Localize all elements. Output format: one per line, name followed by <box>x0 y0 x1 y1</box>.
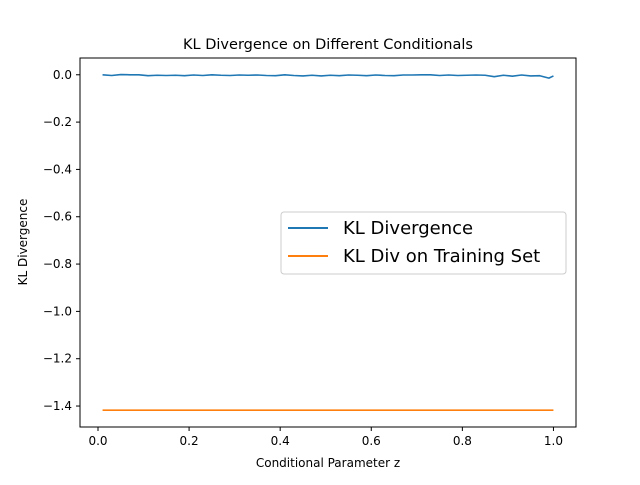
legend-frame <box>280 211 567 275</box>
plot-frame <box>79 57 577 428</box>
y-axis-label: KL Divergence <box>16 199 30 286</box>
y-tick-label: −1.0 <box>43 304 72 318</box>
chart-title: KL Divergence on Different Conditionals <box>183 37 473 53</box>
x-axis: 0.0 0.2 0.4 0.6 0.8 1.0 <box>88 427 563 448</box>
x-tick-label: 0.2 <box>180 434 199 448</box>
series-line-0 <box>102 73 554 79</box>
y-axis: 0.0 −0.2 −0.4 −0.6 −0.8 −1.0 −1.2 −1.4 <box>43 68 80 413</box>
y-tick-label: −1.2 <box>43 352 72 366</box>
x-tick-label: 0.0 <box>88 434 107 448</box>
y-tick-label: −1.4 <box>43 399 72 413</box>
x-tick-label: 0.8 <box>453 434 472 448</box>
x-tick-label: 0.6 <box>362 434 381 448</box>
x-tick-label: 0.4 <box>271 434 290 448</box>
legend: KL Divergence KL Div on Training Set <box>280 211 567 275</box>
legend-label-kl-divergence: KL Divergence <box>343 218 473 239</box>
x-axis-label: Conditional Parameter z <box>256 456 400 470</box>
y-tick-label: −0.8 <box>43 257 72 271</box>
y-tick-label: 0.0 <box>53 68 72 82</box>
series-layer <box>102 73 554 411</box>
x-tick-label: 1.0 <box>544 434 563 448</box>
y-tick-label: −0.4 <box>43 162 72 176</box>
y-tick-label: −0.6 <box>43 210 72 224</box>
legend-label-kl-div-training-set: KL Div on Training Set <box>343 246 540 267</box>
y-tick-label: −0.2 <box>43 115 72 129</box>
